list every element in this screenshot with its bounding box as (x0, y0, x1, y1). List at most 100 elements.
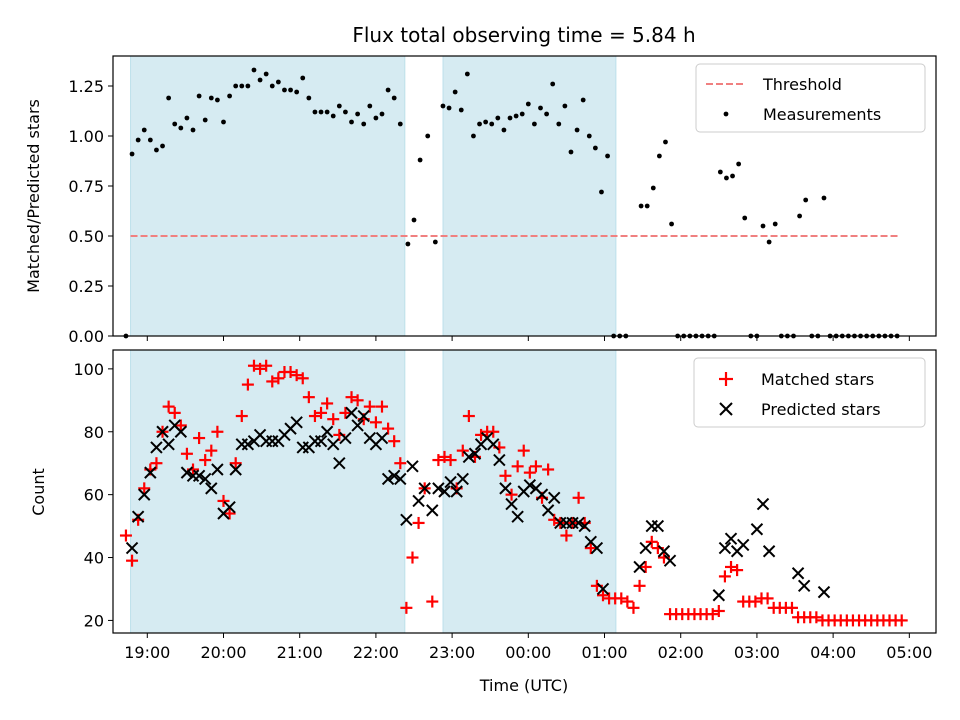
measurement-point (650, 185, 656, 191)
matched-star-point (211, 425, 224, 438)
measurement-point (385, 87, 391, 93)
predicted-star-point (736, 538, 750, 552)
matched-star-point (315, 406, 328, 419)
x-tick-label: 23:00 (429, 643, 475, 662)
measurement-point (483, 119, 489, 125)
predicted-star-point (468, 447, 482, 460)
predicted-star-point (406, 460, 419, 473)
measurement-point (797, 213, 802, 219)
predicted-star-point (578, 519, 591, 533)
measurement-point (257, 77, 263, 83)
matched-star-point (382, 422, 395, 435)
measurement-point (263, 71, 269, 77)
measurement-point (717, 169, 723, 175)
legend-predicted-label: Predicted stars (761, 400, 881, 419)
matched-star-point (511, 460, 524, 473)
measurement-point (525, 101, 531, 107)
measurement-point (288, 87, 293, 93)
matched-star-point (462, 410, 475, 423)
measurement-point (184, 115, 190, 121)
x-tick-label: 19:00 (124, 643, 170, 662)
measurement-point (742, 215, 748, 221)
matched-star-point (351, 394, 364, 407)
measurement-point (663, 139, 668, 145)
matched-star-point (327, 413, 340, 426)
measurement-point (318, 109, 324, 115)
measurement-point (562, 103, 568, 109)
measurement-point (489, 121, 495, 127)
matched-star-point (895, 614, 908, 627)
measurement-point (730, 173, 735, 179)
predicted-star-point (314, 434, 328, 448)
measurement-point (550, 81, 556, 87)
measurement-point (452, 89, 458, 95)
predicted-star-point (797, 579, 811, 593)
predicted-star-point (639, 541, 652, 555)
matched-star-point (432, 454, 445, 467)
measurement-point (507, 115, 513, 121)
matched-star-point (785, 601, 798, 614)
matched-star-point (523, 466, 536, 479)
predicted-star-point (223, 501, 236, 514)
matched-star-point (444, 454, 457, 467)
top-y-axis-ticks: 0.00 0.25 0.50 0.75 1.00 1.25 (68, 77, 113, 346)
measurement-point (349, 119, 354, 125)
bottom-axes-frame (112, 349, 937, 634)
predicted-star-point (718, 541, 732, 555)
matched-star-point (517, 444, 530, 457)
y-tick-label: 40 (84, 549, 104, 568)
x-tick-label: 21:00 (277, 643, 323, 662)
top-shaded-intervals (130, 55, 617, 337)
predicted-star-point (499, 482, 512, 495)
matched-star-point (168, 406, 181, 419)
x-axis-label: Time (UTC) (479, 676, 568, 695)
matched-star-point (712, 604, 725, 617)
measurement-point (772, 221, 778, 227)
matched-star-point (584, 542, 597, 555)
measurement-point (669, 221, 674, 227)
measurement-point (135, 137, 141, 143)
measurement-point (644, 203, 650, 209)
predicted-star-point (535, 488, 549, 501)
measurement-point (574, 127, 580, 133)
predicted-star-point (590, 541, 604, 555)
predicted-star-point (505, 497, 518, 511)
predicted-star-point (511, 510, 524, 523)
predicted-star-point (205, 482, 218, 495)
x-tick-label: 00:00 (505, 643, 551, 662)
predicted-star-point (320, 425, 334, 438)
predicted-star-point (394, 472, 407, 486)
matched-star-point (426, 595, 439, 608)
predicted-star-point (156, 425, 169, 438)
predicted-star-point (548, 491, 561, 504)
predicted-star-point (138, 488, 151, 501)
measurement-point (458, 107, 464, 113)
matched-star-point (456, 444, 469, 457)
measurement-point (239, 83, 245, 89)
measurement-point (605, 153, 610, 159)
legend-predicted-swatch (719, 402, 733, 416)
predicted-star-point (351, 419, 364, 432)
matched-star-point (596, 589, 609, 602)
top-legend: Threshold Measurements (695, 63, 926, 133)
predicted-star-point (174, 425, 188, 438)
bottom-shaded-intervals (130, 349, 617, 634)
matched-star-point (375, 400, 388, 413)
measurement-point (586, 133, 592, 139)
measurement-point (190, 127, 196, 133)
predicted-star-point (400, 513, 413, 527)
matched-star-point (217, 494, 230, 507)
predicted-star-point (456, 472, 469, 486)
legend-matched-swatch (719, 372, 733, 386)
observing-interval (130, 349, 406, 634)
y-tick-label: 0.75 (68, 177, 104, 196)
matched-star-point (241, 378, 254, 391)
predicted-star-point (712, 589, 726, 602)
measurement-point (154, 147, 159, 153)
matched-star-point (505, 488, 518, 501)
predicted-star-point (381, 472, 395, 486)
measurement-point (367, 103, 373, 109)
measurement-point (245, 83, 251, 89)
predicted-star-point (450, 485, 463, 498)
matched-star-point (284, 366, 297, 379)
